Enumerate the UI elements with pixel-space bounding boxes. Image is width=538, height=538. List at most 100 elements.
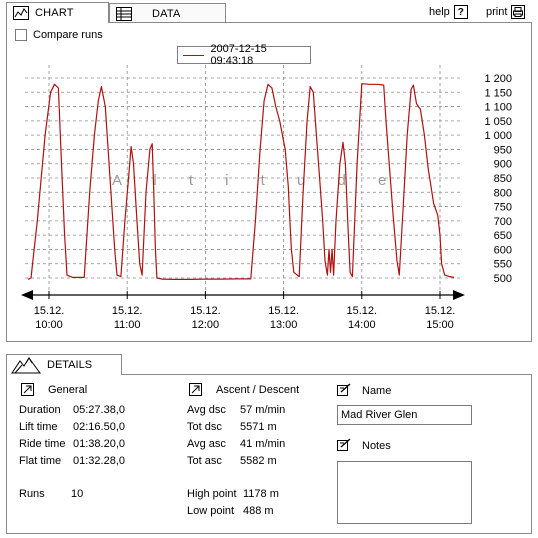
y-tick-label: 650 bbox=[494, 230, 512, 242]
compare-runs-box[interactable] bbox=[15, 29, 27, 41]
print-label: print bbox=[486, 6, 508, 18]
runs-value: 10 bbox=[71, 488, 84, 500]
avg-dsc-key: Avg dsc bbox=[187, 404, 226, 416]
chart-watermark: A l t i t u d e bbox=[112, 172, 400, 189]
x-tick-label-date: 15.12. bbox=[347, 305, 378, 317]
tab-chart-label: CHART bbox=[35, 7, 74, 19]
help-button[interactable]: help ? bbox=[429, 5, 468, 19]
y-tick-label: 550 bbox=[494, 259, 512, 271]
tot-asc-value: 5582 m bbox=[240, 455, 277, 467]
x-tick-label-time: 15:00 bbox=[426, 319, 454, 331]
x-tick-label-time: 11:00 bbox=[114, 319, 141, 331]
tab-details[interactable]: DETAILS bbox=[6, 354, 122, 375]
avg-asc-key: Avg asc bbox=[187, 438, 226, 450]
legend-label: 2007-12-15 09:43:18 bbox=[210, 43, 267, 67]
chart-series bbox=[27, 83, 455, 280]
duration-value: 05:27.38,0 bbox=[73, 404, 125, 416]
altitude-series-line bbox=[27, 83, 455, 280]
y-tick-label: 600 bbox=[494, 244, 512, 256]
compare-runs-label: Compare runs bbox=[33, 29, 103, 41]
x-tick-label-time: 12:00 bbox=[192, 319, 220, 331]
tot-asc-key: Tot asc bbox=[187, 455, 222, 467]
runs-key: Runs bbox=[19, 488, 45, 500]
tot-dsc-value: 5571 m bbox=[240, 421, 277, 433]
x-tick-label-date: 15.12. bbox=[112, 305, 143, 317]
ride-time-value: 01:38.20,0 bbox=[73, 438, 125, 450]
x-tick-label-date: 15.12. bbox=[34, 305, 65, 317]
chart-legend: 2007-12-15 09:43:18 bbox=[177, 43, 311, 67]
general-row-ride-time: Ride time bbox=[19, 438, 65, 450]
notes-title: Notes bbox=[362, 440, 391, 452]
general-row-flat-time: Flat time bbox=[19, 455, 61, 467]
x-axis-ticks: 15.12. 10:00 15.12. 11:00 15.12. 12:00 15.12. 1… bbox=[34, 305, 456, 331]
ascent-icon bbox=[189, 383, 202, 396]
top-tab-bar: CHART DATA help ? print bbox=[0, 0, 538, 23]
notes-textarea[interactable] bbox=[337, 461, 472, 524]
general-icon bbox=[21, 383, 34, 396]
x-tick-label-date: 15.12. bbox=[190, 305, 221, 317]
y-tick-label: 1 000 bbox=[484, 130, 512, 142]
x-axis-left-arrow bbox=[21, 290, 33, 300]
y-tick-label: 950 bbox=[494, 144, 512, 156]
edit-notes-icon bbox=[337, 438, 352, 454]
print-icon bbox=[511, 5, 526, 19]
general-title: General bbox=[48, 383, 88, 396]
y-axis-ticks: 1 200 1 150 1 100 1 050 1 000 950 900 850 800 750… bbox=[484, 73, 512, 285]
y-tick-label: 1 200 bbox=[484, 73, 512, 85]
y-tick-label: 1 150 bbox=[484, 87, 512, 99]
y-tick-label: 700 bbox=[494, 216, 512, 228]
x-tick-label-date: 15.12. bbox=[268, 305, 299, 317]
name-section-header: Name bbox=[337, 383, 391, 399]
tab-data-label: DATA bbox=[152, 7, 181, 20]
details-panel: General Duration 05:27.38,0 Lift time 02… bbox=[6, 374, 532, 534]
y-tick-label: 500 bbox=[494, 273, 512, 285]
low-point-value: 488 m bbox=[243, 505, 274, 517]
x-tick-label-time: 14:00 bbox=[348, 319, 376, 331]
tab-chart[interactable]: CHART bbox=[6, 2, 109, 23]
x-tick-label-time: 10:00 bbox=[35, 319, 63, 331]
run-name-input[interactable] bbox=[337, 405, 472, 425]
tot-dsc-key: Tot dsc bbox=[187, 421, 222, 433]
y-tick-label: 900 bbox=[494, 159, 512, 171]
ascent-section-header: Ascent / Descent bbox=[189, 383, 299, 396]
compare-runs-checkbox[interactable]: Compare runs bbox=[15, 29, 103, 41]
altitude-chart: A l t i t u d e 1 200 1 150 1 100 1 050 1 00… bbox=[21, 65, 512, 331]
print-button[interactable]: print bbox=[486, 5, 526, 19]
lift-time-value: 02:16.50,0 bbox=[73, 421, 125, 433]
ascent-title: Ascent / Descent bbox=[216, 383, 300, 396]
flat-time-key: Flat time bbox=[19, 455, 62, 467]
name-title: Name bbox=[362, 385, 392, 397]
chart-icon bbox=[13, 6, 29, 20]
help-icon: ? bbox=[453, 5, 468, 19]
help-label: help bbox=[429, 6, 450, 18]
high-point-value: 1178 m bbox=[243, 488, 279, 500]
lift-time-key: Lift time bbox=[19, 421, 58, 433]
tab-data[interactable]: DATA bbox=[109, 3, 226, 23]
x-axis bbox=[21, 290, 465, 300]
ride-time-key: Ride time bbox=[19, 438, 66, 450]
y-tick-label: 1 050 bbox=[484, 116, 512, 128]
avg-dsc-value: 57 m/min bbox=[240, 404, 286, 416]
x-axis-right-arrow bbox=[453, 290, 465, 300]
low-point-key: Low point bbox=[187, 505, 235, 517]
x-tick-label-date: 15.12. bbox=[425, 305, 456, 317]
avg-asc-value: 41 m/min bbox=[240, 438, 286, 450]
tab-details-label: DETAILS bbox=[47, 359, 93, 371]
general-row-lift-time: Lift time bbox=[19, 421, 58, 433]
notes-section-header: Notes bbox=[337, 438, 391, 454]
y-tick-label: 800 bbox=[494, 187, 512, 199]
high-point-key: High point bbox=[187, 488, 237, 500]
chart-panel: Compare runs 2007-12-15 09:43:18 A l t i… bbox=[6, 22, 532, 342]
general-section-header: General bbox=[21, 383, 87, 396]
general-row-duration: Duration bbox=[19, 404, 61, 416]
x-tick-label-time: 13:00 bbox=[270, 319, 298, 331]
edit-name-icon bbox=[337, 383, 352, 399]
y-tick-label: 1 100 bbox=[484, 102, 512, 114]
legend-swatch bbox=[183, 54, 205, 56]
duration-key: Duration bbox=[19, 404, 61, 416]
y-tick-label: 850 bbox=[494, 173, 512, 185]
y-tick-label: 750 bbox=[494, 202, 512, 214]
flat-time-value: 01:32.28,0 bbox=[73, 455, 125, 467]
table-icon bbox=[116, 6, 132, 21]
mountain-icon bbox=[11, 357, 41, 374]
